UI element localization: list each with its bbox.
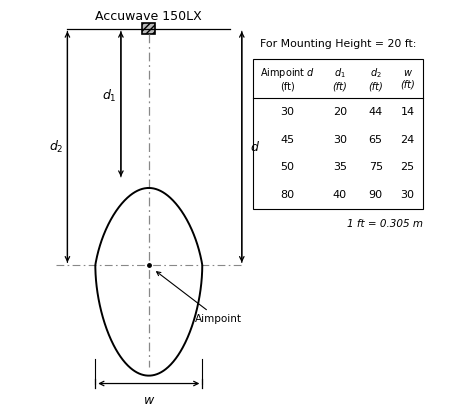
Text: 44: 44 — [369, 107, 383, 117]
Text: 14: 14 — [400, 107, 415, 117]
Text: 20: 20 — [333, 107, 347, 117]
Text: $d_1$: $d_1$ — [102, 88, 117, 104]
Text: 1 ft = 0.305 m: 1 ft = 0.305 m — [347, 219, 423, 229]
Text: $w$
(ft): $w$ (ft) — [400, 68, 415, 89]
Text: 40: 40 — [333, 190, 347, 200]
Text: 35: 35 — [333, 162, 347, 172]
Text: For Mounting Height = 20 ft:: For Mounting Height = 20 ft: — [260, 39, 416, 49]
Text: 30: 30 — [400, 190, 415, 200]
Text: $d_1$
(ft): $d_1$ (ft) — [332, 66, 347, 91]
Text: 30: 30 — [280, 107, 294, 117]
FancyBboxPatch shape — [142, 23, 155, 34]
Text: 75: 75 — [369, 162, 383, 172]
Text: $d_2$
(ft): $d_2$ (ft) — [368, 66, 383, 91]
Text: Aimpoint $d$
(ft): Aimpoint $d$ (ft) — [259, 66, 315, 91]
Text: 24: 24 — [400, 135, 415, 144]
Bar — [253, 59, 423, 209]
Text: $d$: $d$ — [250, 140, 260, 154]
Text: 30: 30 — [333, 135, 347, 144]
Text: 25: 25 — [400, 162, 415, 172]
Text: 90: 90 — [369, 190, 383, 200]
Text: $d_2$: $d_2$ — [48, 139, 63, 155]
Text: 50: 50 — [280, 162, 294, 172]
Text: 80: 80 — [280, 190, 294, 200]
Text: 45: 45 — [280, 135, 294, 144]
Text: $w$: $w$ — [143, 394, 155, 407]
Text: Accuwave 150LX: Accuwave 150LX — [95, 10, 202, 23]
Text: 65: 65 — [369, 135, 383, 144]
Text: Aimpoint: Aimpoint — [157, 272, 242, 324]
